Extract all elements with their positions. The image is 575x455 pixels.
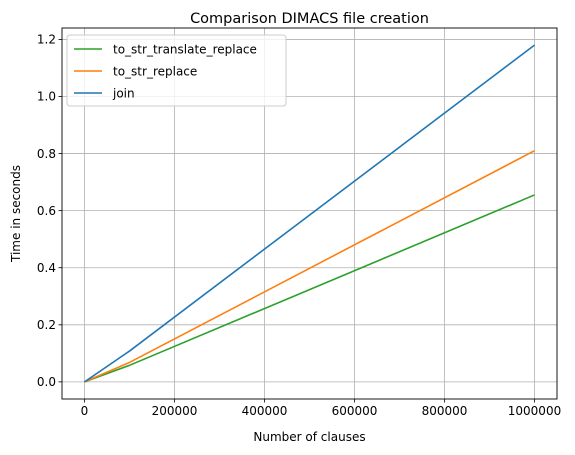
plot-frame (61, 27, 558, 400)
x-tick-label: 1000000 (508, 404, 561, 418)
y-tick-label: 0.8 (37, 147, 56, 161)
y-tick-label: 0.0 (37, 375, 56, 389)
y-tick-label: 0.2 (37, 318, 56, 332)
y-axis: 0.0 0.2 0.4 0.6 0.8 1.0 1.2 (37, 33, 62, 389)
legend-label: to_str_replace (113, 64, 197, 78)
x-axis: 0 200000 400000 600000 800000 1000000 (81, 399, 561, 418)
legend-box (66, 34, 287, 107)
legend-label: join (112, 86, 135, 100)
series-line-join (84, 44, 535, 383)
x-tick-label: 0 (81, 404, 89, 418)
x-tick-label: 800000 (422, 404, 468, 418)
y-tick-label: 1.0 (37, 90, 56, 104)
legend-label: to_str_translate_replace (113, 42, 257, 56)
x-tick-label: 600000 (332, 404, 378, 418)
y-axis-label: Time in seconds (9, 165, 23, 263)
legend: to_str_translate_replace to_str_replacejo… (66, 34, 287, 107)
x-axis-label: Number of clauses (253, 430, 365, 444)
y-tick-label: 0.6 (37, 204, 56, 218)
y-tick-label: 0.4 (37, 261, 56, 275)
chart-title: Comparison DIMACS file creation (190, 11, 429, 27)
x-tick-label: 200000 (152, 404, 198, 418)
x-tick-label: 400000 (242, 404, 288, 418)
series-line-to-str-translate-replace (84, 194, 535, 383)
series-line-to-str-replace (84, 150, 535, 383)
series-lines (84, 44, 535, 383)
y-tick-label: 1.2 (37, 33, 56, 47)
